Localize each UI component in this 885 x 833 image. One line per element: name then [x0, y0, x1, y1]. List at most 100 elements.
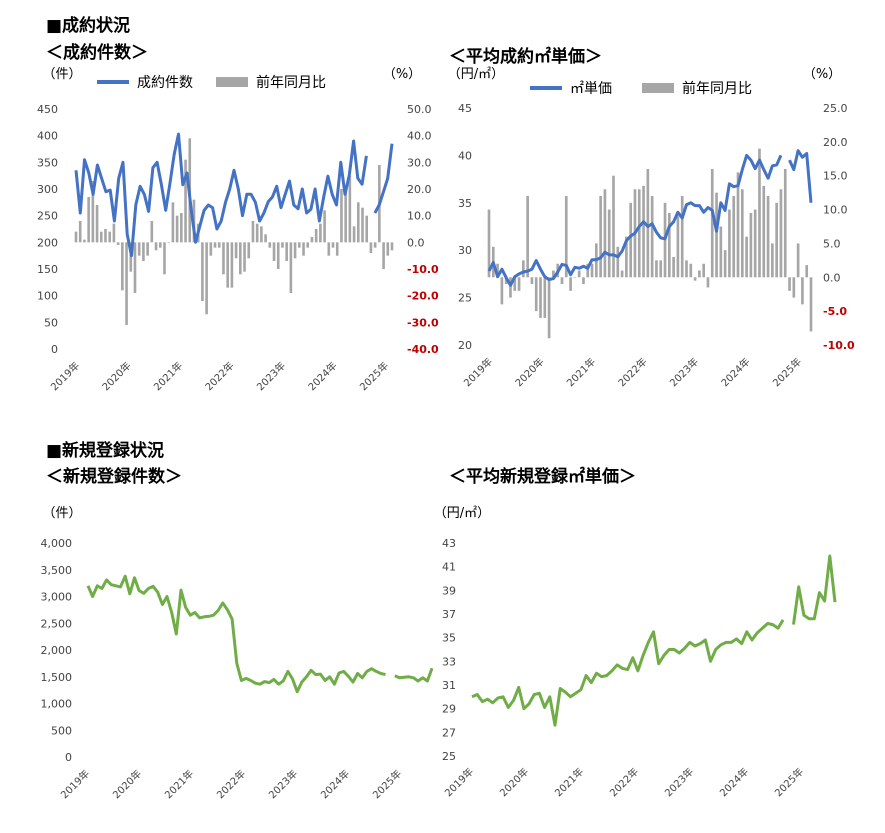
- c3-y-axis-title: （件）: [42, 506, 81, 521]
- c1-bar: [293, 242, 297, 259]
- c2-bar: [599, 196, 602, 278]
- c2-bar: [792, 277, 796, 298]
- c3-xtick: 2025年: [370, 767, 404, 801]
- c2-bar: [616, 246, 620, 278]
- c3-series-line: [86, 574, 386, 694]
- c1-bar: [310, 237, 314, 243]
- c2-bar: [539, 277, 542, 318]
- c2-bar: [715, 192, 718, 278]
- c1-bar: [335, 242, 339, 256]
- c1-bar: [158, 242, 162, 248]
- c2-bar: [693, 277, 697, 281]
- c2-bar: [530, 277, 534, 285]
- c2-ytick-left: 20: [458, 339, 472, 352]
- c2-bar: [749, 212, 753, 278]
- c1-bar: [361, 207, 364, 243]
- c2-bar: [603, 189, 607, 278]
- c2-xtick: 2020年: [512, 355, 546, 389]
- c4-ytick-left: 39: [442, 584, 456, 597]
- c1-bar: [171, 202, 175, 243]
- c3-xtick: 2019年: [58, 767, 92, 801]
- c1-bar: [306, 242, 310, 248]
- c1-bar: [255, 223, 259, 243]
- c2-legend-label: 前年同月比: [682, 80, 752, 97]
- c1-bar: [192, 199, 196, 243]
- c1-ytick-left: 200: [37, 236, 58, 249]
- c1-bar: [95, 205, 99, 243]
- c2-bar: [504, 277, 508, 285]
- c1-bar: [234, 242, 238, 259]
- c1-bar: [74, 231, 78, 243]
- c2-bar: [629, 202, 633, 278]
- c1-ytick-right: 30.0: [407, 156, 432, 169]
- c1-bar: [373, 242, 377, 248]
- c2-bar: [758, 148, 761, 278]
- c2-bar: [517, 277, 521, 291]
- c1-ytick-right: -40.0: [407, 343, 439, 356]
- c1-bar: [390, 242, 394, 251]
- c4-ytick-left: 43: [442, 537, 456, 550]
- c4-ytick-left: 25: [442, 750, 456, 763]
- c3-xtick: 2022年: [214, 767, 248, 801]
- c2-bar: [676, 216, 680, 278]
- c2-bar: [783, 168, 787, 278]
- c1-bar: [344, 191, 347, 243]
- c1-ytick-right: 20.0: [407, 183, 432, 196]
- c2-bar: [801, 277, 804, 305]
- c2-bar: [702, 263, 705, 278]
- c2-bar: [685, 260, 688, 278]
- c1-ytick-left: 400: [37, 130, 58, 143]
- c2-ytick-left: 40: [458, 149, 472, 162]
- c2-ytick-left: 45: [458, 102, 472, 115]
- c4-xtick: 2023年: [662, 765, 696, 799]
- c2-xtick: 2025年: [770, 355, 804, 389]
- c1-bar: [116, 242, 120, 245]
- c1-legend-label: 前年同月比: [256, 74, 326, 91]
- c1-ytick-left: 0: [51, 343, 58, 356]
- c4-series-line: [792, 554, 837, 625]
- c4-ytick-left: 35: [442, 632, 456, 645]
- c1-bar: [112, 223, 116, 243]
- c2-bar: [766, 196, 770, 278]
- c2-bar: [586, 263, 590, 278]
- c1-bar: [264, 234, 267, 243]
- chart-title-contract-unit-price: ＜平均成約㎡単価＞: [449, 47, 602, 67]
- c2-bar: [796, 243, 800, 278]
- c1-bar: [222, 242, 225, 275]
- c2-series-line: [788, 149, 813, 203]
- c2-bar: [809, 277, 813, 332]
- c1-bar: [121, 242, 124, 291]
- c1-bar: [331, 242, 335, 248]
- c1-bar: [327, 242, 331, 256]
- c1-bar: [382, 242, 385, 269]
- c2-xtick: 2019年: [461, 355, 495, 389]
- c2-series-line: [487, 153, 783, 287]
- c2-ytick-right: 15.0: [823, 170, 848, 183]
- c2-bar: [556, 263, 560, 278]
- c1-bar: [213, 242, 217, 248]
- c2-bar: [500, 277, 504, 305]
- c2-bar: [706, 277, 710, 288]
- c2-ytick-right: 10.0: [823, 204, 848, 217]
- c1-bar: [196, 223, 200, 243]
- c1-bar: [285, 242, 288, 261]
- c2-bar: [637, 189, 641, 278]
- c2-ytick-right: 25.0: [823, 102, 848, 115]
- c1-bar: [260, 226, 263, 243]
- c1-bar: [129, 242, 133, 272]
- c2-bar: [689, 263, 693, 278]
- c1-bar: [87, 197, 90, 243]
- c2-bar: [582, 277, 585, 285]
- c1-bar: [154, 242, 158, 251]
- c1-bar: [78, 221, 82, 243]
- c3-ytick-left: 2,500: [41, 617, 73, 630]
- c2-bar: [710, 168, 714, 278]
- section-heading-registrations: ■新規登録状況: [46, 441, 165, 461]
- c3-xtick: 2021年: [162, 767, 196, 801]
- c1-bar: [268, 242, 272, 248]
- c2-xtick: 2023年: [667, 355, 701, 389]
- c1-bar: [251, 221, 255, 243]
- c2-y-axis-title-right: （%）: [803, 67, 841, 82]
- c1-bar: [146, 242, 149, 256]
